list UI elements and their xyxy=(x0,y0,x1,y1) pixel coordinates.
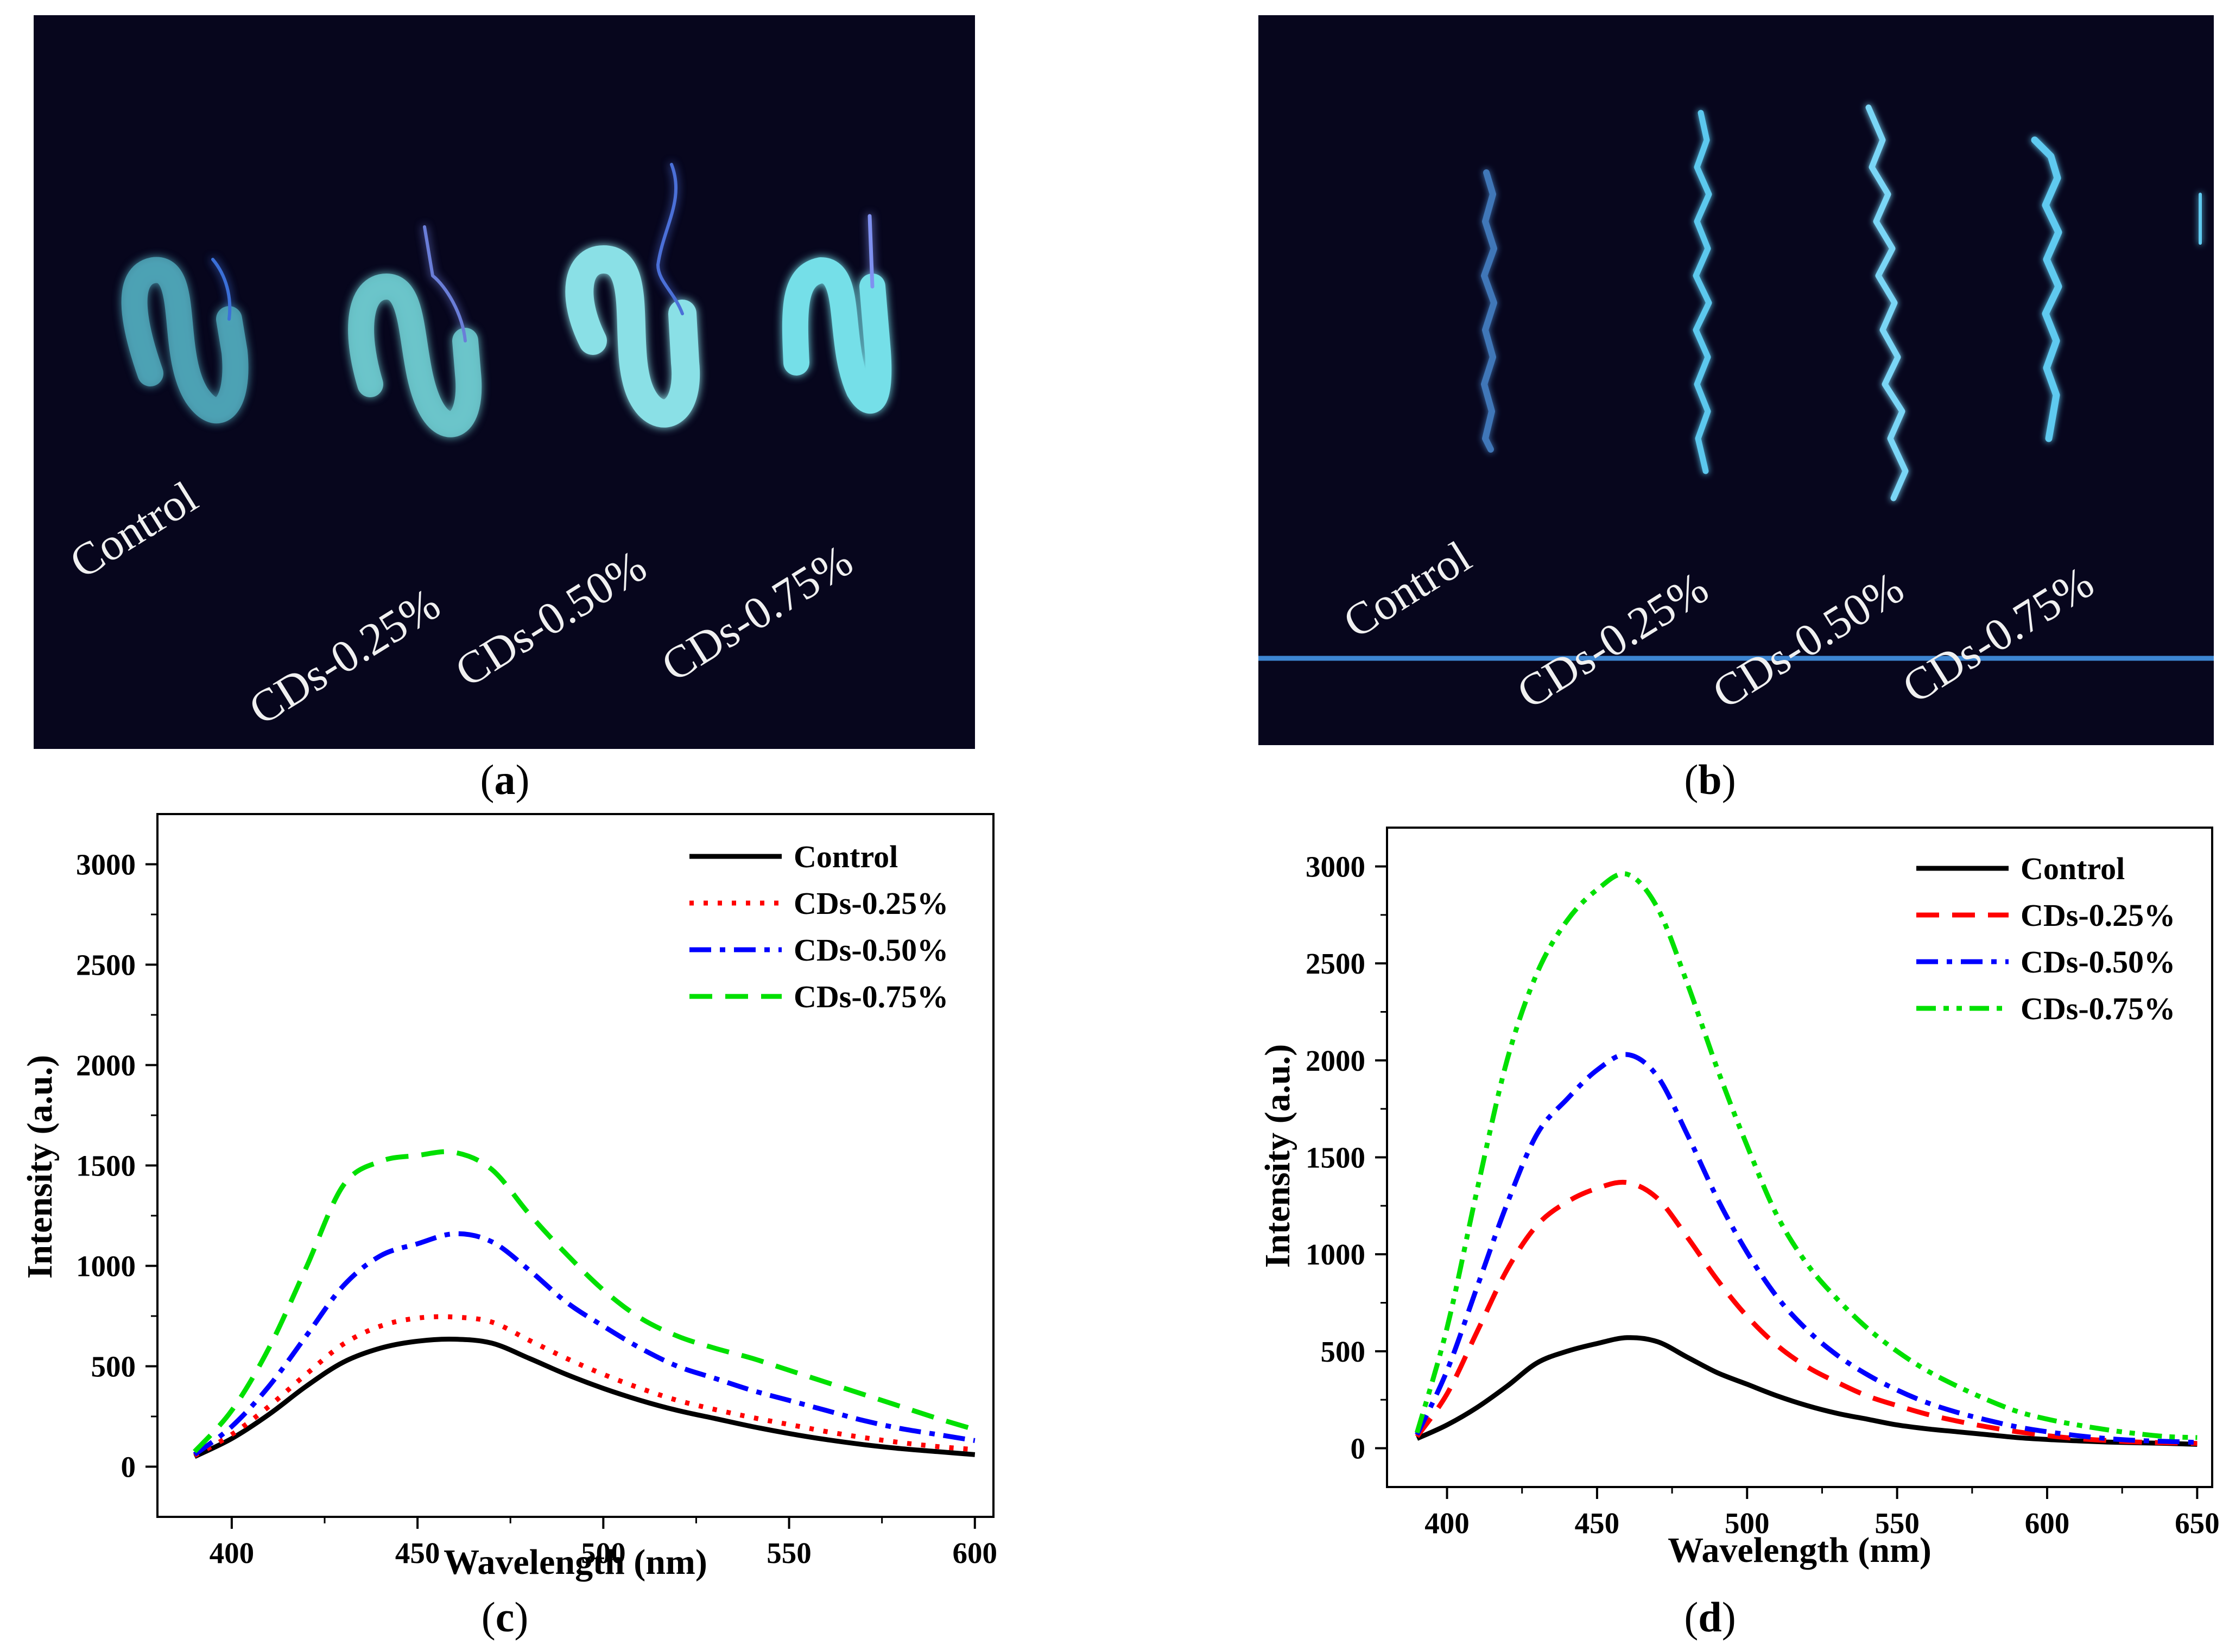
x-tick-label-c: 450 xyxy=(395,1536,440,1570)
legend-label-d-1: CDs-0.25% xyxy=(2021,898,2175,933)
legend-label-c-3: CDs-0.75% xyxy=(794,979,948,1014)
series-line-d-2 xyxy=(1415,1052,2198,1445)
fiber-025-a xyxy=(348,274,482,437)
series-line-c-1 xyxy=(193,1314,976,1458)
series-line-d-3 xyxy=(1414,871,2198,1440)
x-tick-label-d: 450 xyxy=(1575,1507,1620,1540)
x-tick-label-c: 600 xyxy=(953,1536,998,1570)
y-axis-title-d: Intensity (a.u.) xyxy=(1258,1044,1297,1268)
legend-label-c-1: CDs-0.25% xyxy=(794,886,948,921)
y-tick-label-d: 3000 xyxy=(1306,850,1365,883)
fiber-control-a xyxy=(121,257,249,424)
series-line-d-1 xyxy=(1415,1179,2198,1446)
caption-a: (a) xyxy=(480,756,530,803)
photo-panel-a: Control CDs-0.25% CDs-0.50% CDs-0.75% xyxy=(34,15,975,749)
x-tick-label-d: 500 xyxy=(1725,1507,1770,1540)
x-tick-label-c: 400 xyxy=(210,1536,255,1570)
y-tick-label-c: 2500 xyxy=(76,949,136,982)
x-tick-label-d: 600 xyxy=(2025,1507,2070,1540)
y-tick-label-d: 0 xyxy=(1351,1432,1366,1465)
caption-d: (d) xyxy=(1684,1593,1736,1641)
y-tick-label-d: 1500 xyxy=(1306,1141,1365,1174)
y-tick-label-c: 1000 xyxy=(76,1250,136,1283)
y-tick-label-c: 0 xyxy=(121,1451,136,1484)
legend-label-d-3: CDs-0.75% xyxy=(2021,991,2175,1026)
fiber-025-b xyxy=(1693,110,1712,474)
y-tick-label-c: 1500 xyxy=(76,1149,136,1183)
x-tick-label-d: 550 xyxy=(1875,1507,1920,1540)
caption-b: (b) xyxy=(1684,756,1736,803)
fibers-a: Control CDs-0.25% CDs-0.50% CDs-0.75% xyxy=(61,163,892,735)
y-tick-label-c: 3000 xyxy=(76,848,136,881)
legend-label-d-2: CDs-0.50% xyxy=(2021,944,2175,980)
y-axis-title-c: Intensity (a.u.) xyxy=(20,1055,60,1279)
legend-label-c-2: CDs-0.50% xyxy=(794,932,948,968)
fiber-050-b xyxy=(1865,104,1909,501)
y-tick-label-d: 500 xyxy=(1321,1335,1366,1368)
x-tick-label-d: 400 xyxy=(1424,1507,1470,1540)
legend-label-d-0: Control xyxy=(2021,851,2125,886)
legend-label-c-0: Control xyxy=(794,839,898,874)
x-tick-label-c: 550 xyxy=(767,1536,812,1570)
x-tick-label-c: 500 xyxy=(581,1536,626,1570)
fiber-control-b xyxy=(1481,169,1497,453)
x-axis-title-d: Wavelength (nm) xyxy=(1668,1530,1932,1570)
fiber-050-a xyxy=(565,245,700,428)
chart-d: 400 450 500 550 600 650 0 500 1000 1500 2000 2500 30… xyxy=(1258,827,2220,1570)
fiber-075-a xyxy=(782,257,892,414)
chart-c: 400 450 500 550 600 0 500 1000 1500 2000 2500 3000 W… xyxy=(20,813,998,1582)
caption-c: (c) xyxy=(481,1593,529,1641)
photo-panel-b: Control CDs-0.25% CDs-0.50% CDs-0.75% xyxy=(1258,15,2214,745)
y-tick-label-c: 500 xyxy=(91,1350,136,1383)
series-line-c-0 xyxy=(193,1336,976,1459)
y-tick-label-d: 2500 xyxy=(1306,947,1365,980)
y-tick-label-c: 2000 xyxy=(76,1049,136,1082)
x-tick-label-d: 650 xyxy=(2175,1507,2220,1540)
fibers-b: Control CDs-0.25% CDs-0.50% CDs-0.75% xyxy=(1258,104,2214,719)
series-line-c-2 xyxy=(193,1231,976,1457)
fiber-075-b xyxy=(2031,136,2062,442)
y-tick-label-d: 2000 xyxy=(1306,1044,1365,1077)
series-line-c-3 xyxy=(193,1149,976,1453)
y-tick-label-d: 1000 xyxy=(1306,1238,1365,1271)
x-axis-title-c: Wavelength (nm) xyxy=(444,1542,707,1582)
series-line-d-0 xyxy=(1416,1335,2198,1447)
